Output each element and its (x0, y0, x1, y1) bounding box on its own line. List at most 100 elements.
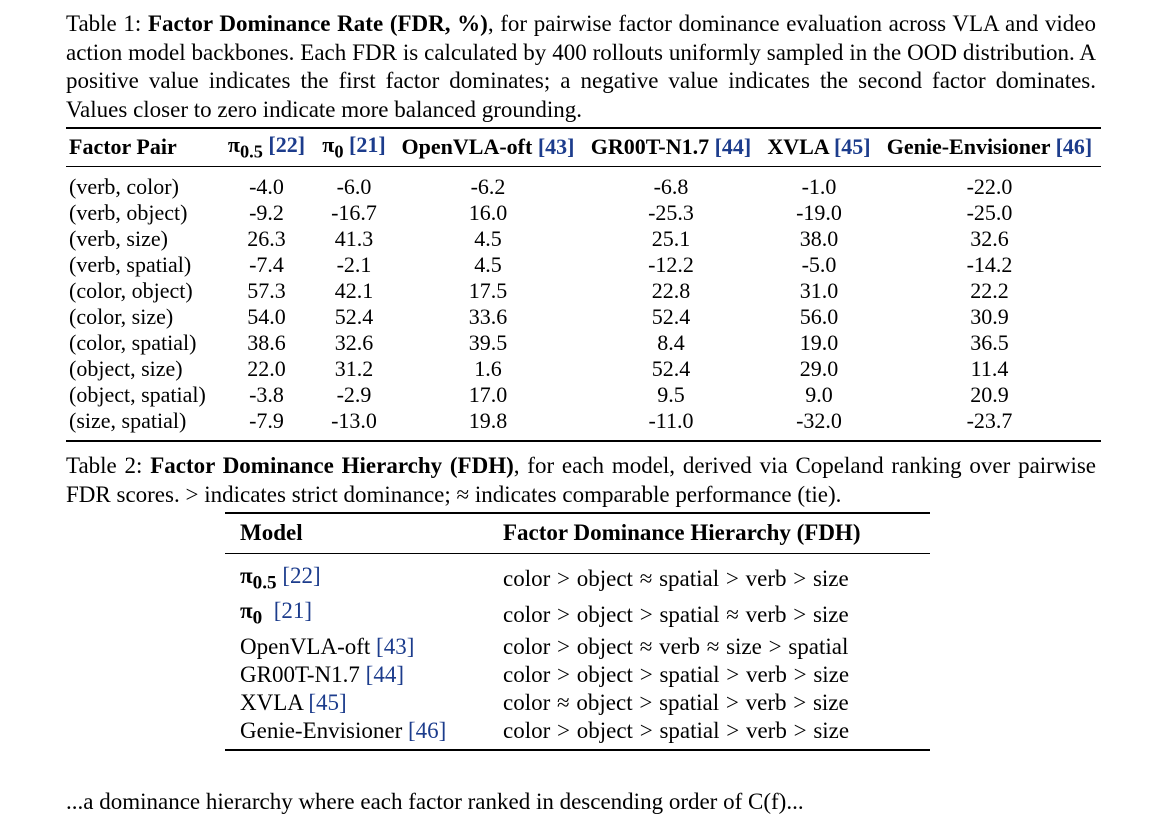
factor-name: size (812, 601, 849, 627)
fdr-value-cell: 38.6 (247, 329, 286, 355)
fdr-header-col-5-citation: [45] (833, 134, 871, 160)
fdr-value-cell: 11.4 (970, 355, 1009, 381)
hierarchy-cell: color > object > spatial ≈ verb > size (488, 597, 930, 633)
model-name: Genie-Envisioner (240, 717, 403, 743)
fdr-value-cell: -32.0 (796, 407, 842, 433)
fdr-header-col-2: π0 [21] (314, 128, 394, 166)
fdr-header-col-4-citation: [44] (714, 134, 752, 160)
factor-name: size (813, 717, 850, 743)
fdr-value-cell: 36.5 (970, 329, 1009, 355)
fdr-header-col-3-name: OpenVLA-oft (401, 134, 533, 160)
fdr-value-cell: -9.2 (249, 199, 284, 225)
model-citation: [46] (407, 717, 447, 743)
fdr-value-cell: -3.8 (249, 381, 284, 407)
table-row: (object, spatial) -3.8 -2.9 17.0 9.5 9.0 20.9 (66, 382, 1101, 408)
relation-symbol: > (557, 633, 570, 659)
factor-name: spatial (659, 717, 720, 743)
fdr-value-cell: -6.0 (336, 173, 372, 199)
fdr-value-cell: 19.8 (468, 407, 508, 433)
fdr-value-cell: 38.0 (799, 225, 839, 251)
factor-name: size (726, 633, 762, 659)
table-row: (verb, color) -4.0 -6.0 -6.2 -6.8 -1.0 -22.0 (66, 166, 1101, 200)
model-citation: [43] (376, 633, 415, 659)
fdr-value-cell: -13.0 (331, 407, 377, 433)
fdr-value-cell: -1.0 (801, 173, 837, 199)
hierarchy-cell: color > object ≈ verb ≈ size > spatial (488, 633, 930, 661)
fdr-value-cell: 31.2 (334, 355, 374, 381)
fdr-value-cell: 17.0 (468, 381, 508, 407)
fdr-value-cell: 33.6 (468, 303, 508, 329)
factor-name: size (813, 661, 850, 687)
fdr-header-col-1-subscript: 0.5 (239, 141, 263, 162)
body-text-fragment: ...a dominance hierarchy where each fact… (66, 789, 804, 814)
fdr-value-cell: -16.7 (331, 199, 377, 225)
hierarchy-cell: color > object ≈ spatial > verb > size (488, 553, 930, 597)
fdr-value-cell: 56.0 (799, 303, 839, 329)
fdr-value-cell: 31.0 (799, 277, 839, 303)
relation-symbol: ≈ (557, 689, 570, 715)
fdr-value-cell: 9.0 (805, 381, 833, 407)
factor-name: color (503, 601, 551, 627)
model-pi-symbol: π (240, 598, 253, 624)
fdr-value-cell: 9.5 (657, 381, 685, 407)
factor-pair-cell: (verb, color) (69, 173, 179, 199)
fdr-header-col-3: OpenVLA-oft [43] (394, 128, 582, 166)
relation-symbol: > (726, 661, 740, 687)
factor-name: verb (659, 633, 700, 659)
table-row: (color, object) 57.3 42.1 17.5 22.8 31.0 22.2 (66, 278, 1101, 304)
factor-name: color (503, 689, 551, 715)
table2-caption-gt: > (185, 481, 199, 507)
fdr-header-col-6-citation: [46] (1055, 134, 1093, 160)
fdr-header-col-5: XVLA [45] (760, 128, 878, 166)
table-row: (verb, size) 26.3 41.3 4.5 25.1 38.0 32.6 (66, 226, 1101, 252)
model-pi-symbol: π (240, 562, 253, 588)
relation-symbol: > (793, 661, 807, 687)
fdr-value-cell: 22.0 (247, 355, 286, 381)
fdr-header-col-6-name: Genie-Envisioner (886, 134, 1051, 160)
table-row: (color, spatial) 38.6 32.6 39.5 8.4 19.0 36.5 (66, 330, 1101, 356)
fdr-value-cell: 29.0 (799, 355, 839, 381)
fdr-header-col-0: Factor Pair (66, 128, 219, 166)
fdr-value-cell: -25.0 (966, 199, 1013, 225)
fdr-value-cell: 32.6 (334, 329, 374, 355)
fdr-value-cell: -6.2 (470, 173, 506, 199)
table2-caption-approx: ≈ (456, 481, 470, 507)
hierarchy-cell: color > object > spatial > verb > size (488, 717, 930, 750)
fdr-header-col-4-name: GR00T-N1.7 (590, 134, 710, 160)
table-row: OpenVLA-oft [43] color > object ≈ verb ≈ … (225, 633, 930, 661)
table-row: Genie-Envisioner [46] color > object > sp… (225, 717, 930, 750)
model-cell: OpenVLA-oft [43] (225, 633, 488, 661)
fdr-value-cell: -11.0 (648, 407, 694, 433)
fdh-header-model: Model (240, 520, 303, 546)
factor-name: object (576, 717, 633, 743)
fdr-value-cell: -5.0 (801, 251, 837, 277)
fdr-value-cell: -7.9 (249, 407, 284, 433)
factor-name: size (812, 689, 849, 715)
fdr-header-col-3-citation: [43] (537, 134, 575, 160)
factor-name: object (576, 566, 633, 592)
fdh-table-body: π0.5 [22] color > object ≈ spatial > verb… (225, 553, 930, 750)
fdr-value-cell: 4.5 (474, 225, 502, 251)
factor-name: color (503, 717, 551, 743)
table-row: π0 [21] color > object > spatial ≈ verb >… (225, 597, 930, 633)
factor-pair-cell: (verb, spatial) (69, 251, 192, 277)
fdr-value-cell: -7.4 (249, 251, 284, 277)
fdr-header-col-2-pi-symbol: π (322, 132, 335, 158)
factor-name: object (576, 633, 633, 659)
table1-caption-body: , for pairwise factor dominance evaluati… (66, 11, 1097, 122)
relation-symbol: > (639, 601, 653, 627)
table1-caption-title: Factor Dominance Rate (FDR, %) (147, 11, 488, 36)
fdr-header-col-4: GR00T-N1.7 [44] (582, 128, 760, 166)
fdr-value-cell: 32.6 (970, 225, 1009, 251)
table1-caption: Table 1: Factor Dominance Rate (FDR, %),… (66, 10, 1096, 124)
fdr-value-cell: 22.8 (651, 277, 691, 303)
model-cell: π0 [21] (225, 597, 488, 633)
factor-name: spatial (659, 689, 720, 715)
table-row: (object, size) 22.0 31.2 1.6 52.4 29.0 11.4 (66, 356, 1101, 382)
factor-name: size (812, 566, 849, 592)
fdr-value-cell: -2.1 (336, 251, 372, 277)
model-name: XVLA (240, 689, 303, 715)
model-name: OpenVLA-oft (240, 633, 371, 659)
relation-symbol: > (793, 689, 807, 715)
fdr-value-cell: 30.9 (970, 303, 1009, 329)
